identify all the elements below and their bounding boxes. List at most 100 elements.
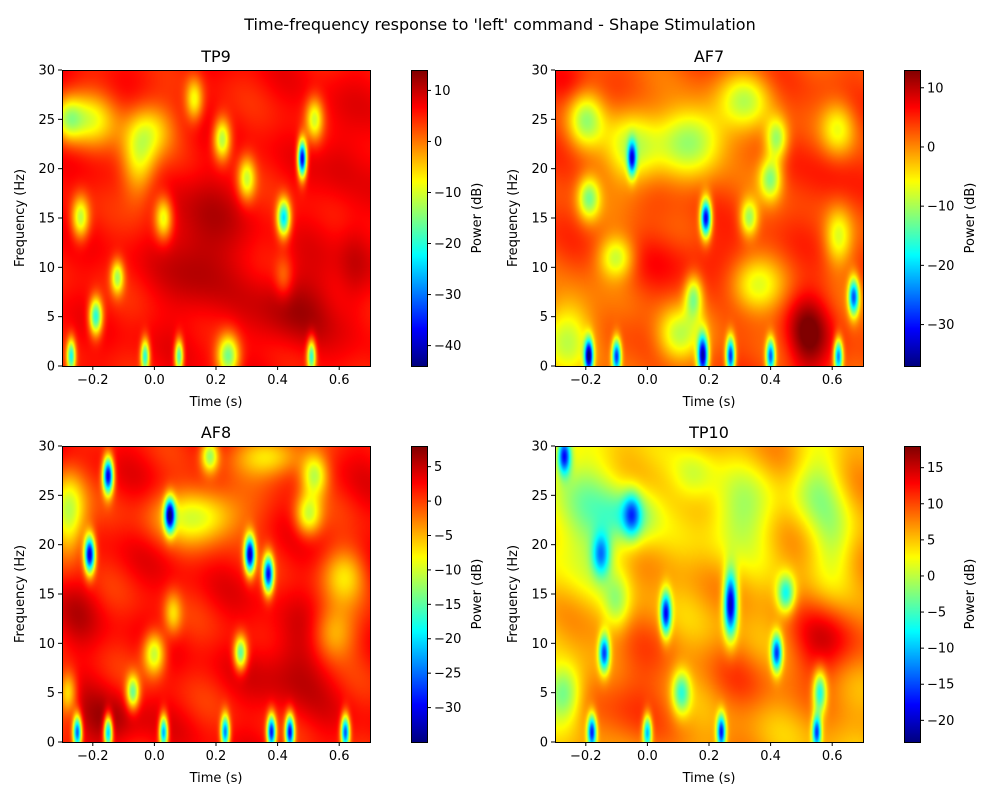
colorbar-tick-label: −20 <box>927 259 954 274</box>
y-tick-label: 30 <box>38 440 55 455</box>
y-tick-label: 30 <box>531 440 548 455</box>
y-tick-label: 30 <box>531 64 548 79</box>
y-tick-label: 20 <box>38 538 55 553</box>
colorbar-tick-label: 10 <box>434 84 451 99</box>
x-tick-label: 0.0 <box>144 749 165 764</box>
y-axis: 0 5 10 15 20 25 30 <box>531 440 555 751</box>
colorbar-label: Power (dB) <box>470 183 485 254</box>
colorbar-tick-label: 5 <box>927 533 935 548</box>
panel-title: TP9 <box>200 47 231 66</box>
colorbar-tick-label: −30 <box>927 318 954 333</box>
colorbar-tick-label: 15 <box>927 461 944 476</box>
x-tick-label: 0.2 <box>699 749 720 764</box>
colorbar-label: Power (dB) <box>963 559 978 630</box>
colorbar <box>411 446 427 742</box>
x-tick-label: 0.4 <box>267 749 288 764</box>
y-tick-label: 5 <box>47 686 55 701</box>
colorbar-tick-label: −40 <box>434 339 461 354</box>
colorbar-axis: 10 0 −10 −20 −30 −40 <box>427 84 461 354</box>
x-tick-label: 0.4 <box>267 373 288 388</box>
x-tick-label: 0.0 <box>637 373 658 388</box>
x-tick-label: 0.2 <box>206 373 227 388</box>
colorbar-tick-label: −15 <box>927 678 954 693</box>
y-tick-label: 5 <box>540 686 548 701</box>
colorbar-tick-label: −20 <box>927 714 954 729</box>
x-tick-label: 0.4 <box>760 373 781 388</box>
colorbar-tick-label: 0 <box>434 495 442 510</box>
heatmap-image <box>62 446 370 742</box>
y-tick-label: 0 <box>540 736 548 751</box>
colorbar-axis: 5 0 −5 −10 −15 −20 −25 −30 <box>427 460 461 716</box>
panel-tp10: TP10 −0.2 0.0 0.2 0.4 0.6 0 5 10 15 20 25 30 Time … <box>506 423 978 786</box>
heatmap-image <box>62 70 370 366</box>
colorbar-tick-label: −5 <box>927 606 946 621</box>
y-tick-label: 10 <box>38 637 55 652</box>
y-axis: 0 5 10 15 20 25 30 <box>38 64 62 375</box>
y-axis-label: Frequency (Hz) <box>506 545 521 643</box>
y-tick-label: 25 <box>531 489 548 504</box>
colorbar-tick-label: −10 <box>434 186 461 201</box>
y-tick-label: 10 <box>531 261 548 276</box>
y-tick-label: 10 <box>531 637 548 652</box>
x-tick-label: 0.4 <box>760 749 781 764</box>
colorbar-tick-label: 10 <box>927 81 944 96</box>
colorbar-tick-label: −10 <box>927 200 954 215</box>
colorbar-tick-label: −20 <box>434 632 461 647</box>
figure-title: Time-frequency response to 'left' comman… <box>243 15 755 34</box>
colorbar-frame <box>411 446 428 743</box>
y-tick-label: 0 <box>47 360 55 375</box>
x-tick-label: 0.0 <box>637 749 658 764</box>
y-tick-label: 15 <box>38 212 55 227</box>
panel-af7: AF7 −0.2 0.0 0.2 0.4 0.6 0 5 10 15 20 25 30 Time (… <box>506 47 978 410</box>
colorbar-axis: 15 10 5 0 −5 −10 −15 −20 <box>920 461 954 729</box>
x-axis-label: Time (s) <box>682 395 736 410</box>
colorbar-tick-label: −20 <box>434 237 461 252</box>
panel-tp9: TP9 −0.2 0.0 0.2 0.4 0.6 0 5 10 15 20 25 30 Time (… <box>13 47 485 410</box>
y-tick-label: 0 <box>47 736 55 751</box>
colorbar-frame <box>904 70 921 367</box>
y-tick-label: 5 <box>47 310 55 325</box>
colorbar-frame <box>411 70 428 367</box>
y-axis: 0 5 10 15 20 25 30 <box>38 440 62 751</box>
y-tick-label: 20 <box>531 162 548 177</box>
colorbar-tick-label: −10 <box>434 563 461 578</box>
x-tick-label: 0.2 <box>699 373 720 388</box>
y-tick-label: 0 <box>540 360 548 375</box>
colorbar-tick-label: 5 <box>434 460 442 475</box>
y-tick-label: 15 <box>38 588 55 603</box>
x-tick-label: −0.2 <box>570 373 602 388</box>
y-tick-label: 25 <box>38 489 55 504</box>
x-axis: −0.2 0.0 0.2 0.4 0.6 <box>77 742 350 764</box>
colorbar-tick-label: −30 <box>434 288 461 303</box>
panel-af8: AF8 −0.2 0.0 0.2 0.4 0.6 0 5 10 15 20 25 30 Time (… <box>13 423 485 786</box>
panel-title: TP10 <box>688 423 729 442</box>
colorbar-axis: 10 0 −10 −20 −30 <box>920 81 954 333</box>
colorbar-label: Power (dB) <box>963 183 978 254</box>
x-axis-label: Time (s) <box>189 771 243 786</box>
y-axis-label: Frequency (Hz) <box>506 169 521 267</box>
y-tick-label: 15 <box>531 212 548 227</box>
y-tick-label: 10 <box>38 261 55 276</box>
colorbar <box>411 70 427 366</box>
x-tick-label: −0.2 <box>77 373 109 388</box>
y-axis-label: Frequency (Hz) <box>13 169 28 267</box>
y-tick-label: 20 <box>531 538 548 553</box>
colorbar-frame <box>904 446 921 743</box>
colorbar <box>904 70 920 366</box>
y-axis-label: Frequency (Hz) <box>13 545 28 643</box>
colorbar-tick-label: −30 <box>434 701 461 716</box>
colorbar-tick-label: 0 <box>927 140 935 155</box>
x-tick-label: 0.6 <box>822 373 843 388</box>
x-axis: −0.2 0.0 0.2 0.4 0.6 <box>570 366 843 388</box>
colorbar-tick-label: −15 <box>434 598 461 613</box>
y-tick-label: 5 <box>540 310 548 325</box>
colorbar <box>904 446 920 742</box>
colorbar-tick-label: 10 <box>927 497 944 512</box>
x-tick-label: 0.6 <box>329 373 350 388</box>
colorbar-label: Power (dB) <box>470 559 485 630</box>
x-tick-label: 0.6 <box>329 749 350 764</box>
colorbar-tick-label: −25 <box>434 667 461 682</box>
x-tick-label: −0.2 <box>570 749 602 764</box>
x-axis: −0.2 0.0 0.2 0.4 0.6 <box>77 366 350 388</box>
